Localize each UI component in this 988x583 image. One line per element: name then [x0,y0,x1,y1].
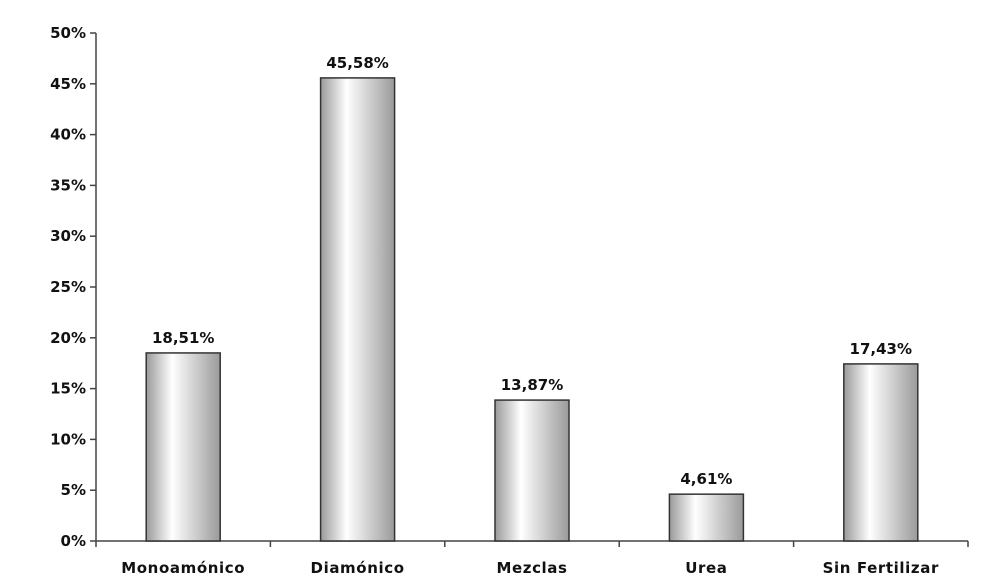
y-axis: 0% 5% 10% 15% 20% 25% 30% 35% 40% 45% 50% [50,24,97,550]
y-tick-label: 0% [61,532,86,550]
category-label-0: Monoamónico [121,559,245,577]
category-label-2: Mezclas [496,559,567,577]
category-label-3: Urea [685,559,727,577]
bars [145,77,919,542]
data-label-2: 13,87% [501,376,563,394]
bar-0 [145,352,221,542]
data-label-1: 45,58% [326,54,388,72]
y-tick-label: 5% [61,481,86,499]
y-tick-label: 45% [50,75,86,93]
bar-4 [843,363,919,542]
data-label-4: 17,43% [850,340,912,358]
category-label-1: Diamónico [311,559,405,577]
data-label-3: 4,61% [680,470,732,488]
bar-2 [494,399,570,542]
x-axis: Monoamónico Diamónico Mezclas Urea Sin Ferti… [95,540,969,577]
y-tick-label: 20% [50,329,86,347]
y-tick-label: 15% [50,380,86,398]
data-labels: 18,51% 45,58% 13,87% 4,61% 17,43% [152,54,912,488]
y-tick-label: 35% [50,176,86,194]
bar-1 [319,77,396,542]
y-tick-label: 25% [50,278,86,296]
y-tick-label: 40% [50,126,86,144]
y-tick-label: 30% [50,227,86,245]
y-tick-label: 50% [50,24,86,42]
bar-3 [668,493,745,542]
category-label-4: Sin Fertilizar [823,559,939,577]
y-tick-label: 10% [50,430,86,448]
data-label-0: 18,51% [152,329,214,347]
